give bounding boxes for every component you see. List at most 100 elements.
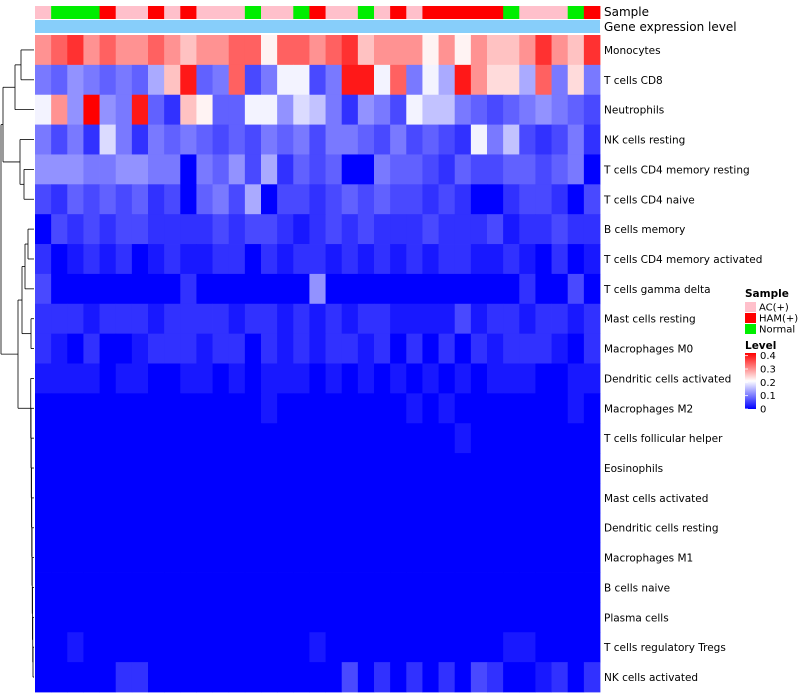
heatmap-cell (535, 662, 552, 693)
heatmap-cell (422, 244, 439, 275)
heatmap-cell (422, 363, 439, 394)
heatmap-cell (180, 333, 197, 364)
heatmap-cell (293, 453, 310, 484)
heatmap-cell (503, 273, 520, 305)
heatmap-cell (51, 482, 68, 514)
heatmap-cell (244, 184, 262, 215)
heatmap-cell (357, 273, 375, 305)
heatmap-cell (67, 244, 84, 275)
sample-cell (341, 6, 359, 19)
heatmap-cell (148, 154, 165, 185)
heatmap-cell (148, 244, 165, 275)
heatmap-cell (148, 632, 165, 663)
sample-cell (131, 6, 149, 19)
heatmap-cell (390, 35, 407, 66)
heatmap-cell (67, 273, 84, 305)
heatmap-cell (244, 124, 262, 155)
level-tick-label: 0.4 (760, 351, 776, 362)
heatmap-cell (277, 363, 294, 394)
heatmap-cell (115, 214, 133, 245)
heatmap-cell (196, 214, 213, 245)
heatmap-cell (212, 273, 230, 305)
heatmap-cell (309, 244, 326, 275)
heatmap-cell (357, 244, 375, 275)
heatmap-cell (180, 572, 197, 603)
heatmap-cell (583, 303, 601, 335)
heatmap-cell (164, 572, 181, 603)
heatmap-cell (309, 572, 326, 603)
gene-expression-cell (35, 20, 600, 33)
heatmap-cell (390, 542, 407, 573)
heatmap-cell (583, 35, 601, 66)
heatmap-cell (487, 542, 504, 573)
heatmap-cell (261, 512, 278, 544)
heatmap-cell (115, 423, 133, 454)
heatmap-cell (454, 602, 472, 633)
heatmap-cell (115, 124, 133, 155)
heatmap-cell (277, 214, 294, 245)
heatmap-cell (406, 64, 423, 96)
heatmap-cell (35, 393, 52, 424)
heatmap-cell (567, 303, 585, 335)
heatmap-cell (180, 94, 197, 125)
heatmap-cell (293, 572, 310, 603)
heatmap-cell (374, 244, 391, 275)
heatmap-cell (212, 244, 230, 275)
heatmap-cell (212, 572, 230, 603)
row-label: Neutrophils (604, 105, 664, 117)
heatmap-cell (519, 35, 536, 66)
heatmap-cell (67, 35, 84, 66)
heatmap-cell (212, 303, 230, 335)
heatmap-cell (325, 453, 343, 484)
heatmap-cell (212, 632, 230, 663)
heatmap-cell (293, 184, 310, 215)
heatmap-cell (567, 662, 585, 693)
heatmap-cell (99, 602, 117, 633)
heatmap-cell (390, 423, 407, 454)
row-label: Eosinophils (604, 463, 663, 475)
heatmap-cell (115, 333, 133, 364)
heatmap-cell (67, 662, 84, 693)
heatmap-cell (503, 423, 520, 454)
heatmap-cell (35, 512, 52, 544)
heatmap-cell (35, 124, 52, 155)
heatmap-cell (454, 482, 472, 514)
heatmap-cell (164, 423, 181, 454)
heatmap-cell (261, 94, 278, 125)
heatmap-cell (535, 94, 552, 125)
heatmap-cell (261, 542, 278, 573)
heatmap-cell (309, 453, 326, 484)
heatmap-cell (487, 273, 504, 305)
heatmap-cell (519, 363, 536, 394)
heatmap-cell (277, 333, 294, 364)
heatmap-cell (567, 35, 585, 66)
sample-legend-label: Normal (759, 325, 795, 336)
heatmap-cell (438, 333, 456, 364)
heatmap-cell (390, 273, 407, 305)
heatmap-cell (228, 512, 246, 544)
heatmap-cell (148, 453, 165, 484)
heatmap-cell (131, 542, 149, 573)
heatmap-cell (309, 662, 326, 693)
heatmap-cell (567, 124, 585, 155)
heatmap-cell (325, 363, 343, 394)
heatmap-cell (99, 244, 117, 275)
heatmap-cell (519, 124, 536, 155)
heatmap-cell (390, 94, 407, 125)
heatmap-cell (180, 35, 197, 66)
heatmap-cell (261, 124, 278, 155)
heatmap-cell (212, 363, 230, 394)
heatmap-cell (503, 154, 520, 185)
heatmap-cell (503, 184, 520, 215)
heatmap-cell (503, 542, 520, 573)
heatmap-cell (519, 184, 536, 215)
heatmap-cell (374, 64, 391, 96)
heatmap-cell (293, 154, 310, 185)
sample-cell (293, 6, 310, 19)
heatmap-cell (519, 632, 536, 663)
heatmap-cell (277, 572, 294, 603)
heatmap-cell (551, 393, 569, 424)
heatmap-cell (51, 124, 68, 155)
heatmap-cell (470, 602, 488, 633)
heatmap-cell (196, 154, 213, 185)
